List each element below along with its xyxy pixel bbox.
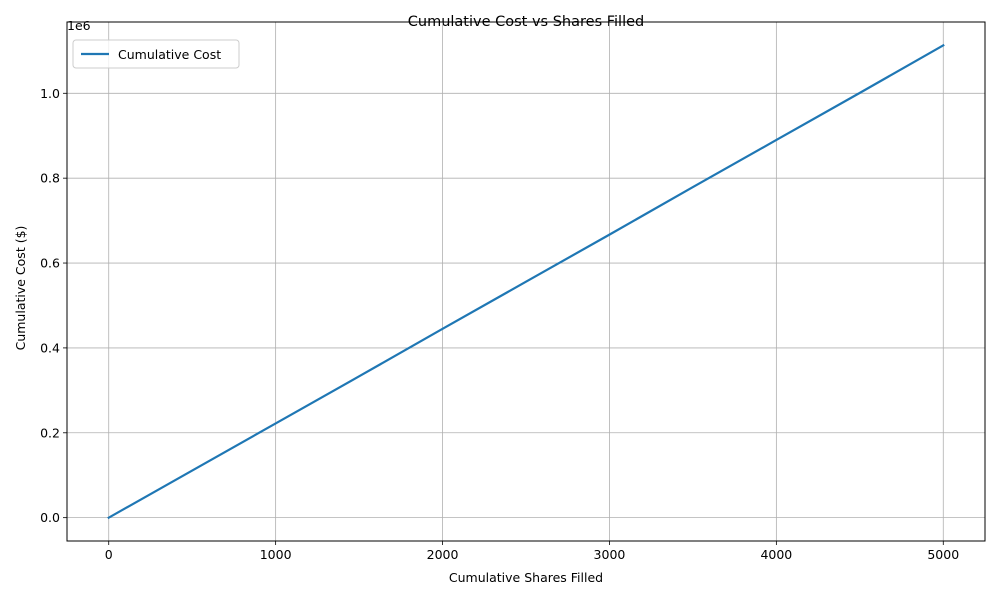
x-axis-label: Cumulative Shares Filled [449,570,603,585]
y-tick-label: 1.0 [40,86,60,101]
legend-label: Cumulative Cost [118,47,221,62]
y-tick-label: 0.8 [40,171,60,186]
x-tick-label: 1000 [260,547,292,562]
x-tick-label: 3000 [594,547,626,562]
y-tick-label: 0.0 [40,510,60,525]
plot-frame [66,21,986,542]
y-axis-label: Cumulative Cost ($) [13,226,28,351]
y-tick-label: 0.2 [40,425,60,440]
x-axis-ticks: 0 1000 2000 3000 4000 5000 [105,541,959,562]
legend: Cumulative Cost [72,39,240,69]
grid [67,22,985,541]
series-line [107,43,945,520]
x-tick-label: 4000 [760,547,792,562]
series-lines [107,43,945,520]
y-axis-ticks: 0.0 0.2 0.4 0.6 0.8 1.0 [40,86,67,525]
y-tick-label: 0.6 [40,256,60,271]
x-tick-label: 0 [105,547,113,562]
x-tick-label: 5000 [927,547,959,562]
y-offset-label: 1e6 [67,18,91,33]
y-tick-label: 0.4 [40,340,60,355]
x-tick-label: 2000 [427,547,459,562]
legend-box [72,39,240,69]
